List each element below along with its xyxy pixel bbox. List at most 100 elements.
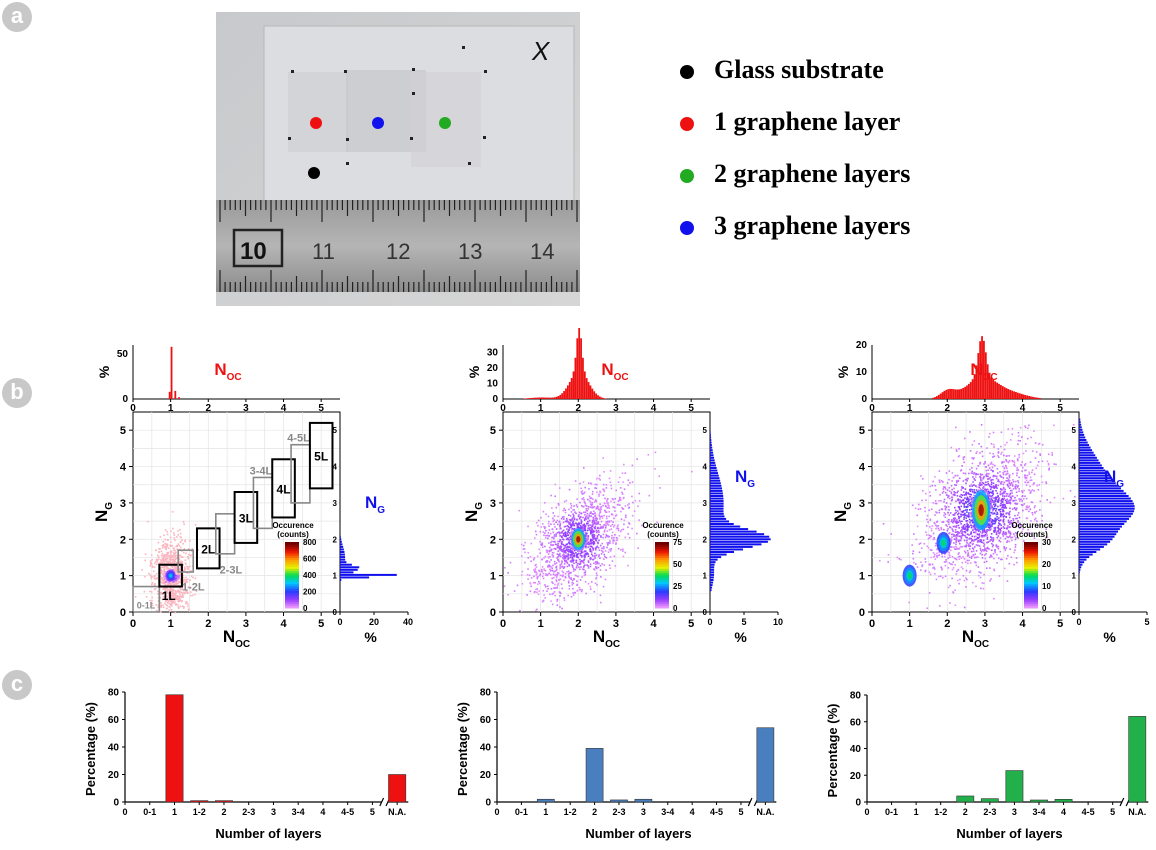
density-point: [170, 556, 172, 559]
marginal-right-y-tick-label: 4: [333, 463, 338, 472]
density-point: [973, 472, 976, 474]
density-point: [539, 530, 542, 533]
density-point: [966, 525, 969, 527]
density-point: [154, 584, 156, 587]
density-point: [613, 517, 615, 520]
density-point: [592, 558, 595, 561]
density-point: [954, 475, 956, 477]
density-point: [165, 587, 167, 589]
density-point: [157, 556, 160, 558]
density-point: [169, 598, 172, 601]
density-point: [607, 544, 609, 546]
density-point: [160, 560, 163, 562]
density-point: [572, 513, 574, 515]
density-point: [612, 526, 615, 528]
density-point: [948, 514, 951, 516]
colorbar-swatch: [655, 579, 669, 583]
density-point: [567, 521, 570, 523]
density-point: [588, 527, 591, 529]
density-point: [584, 526, 586, 529]
density-point: [526, 573, 529, 576]
density-point: [184, 540, 187, 543]
density-point: [954, 589, 956, 592]
marginal-top-bar: [540, 397, 543, 399]
marginal-right-bar: [710, 461, 716, 464]
density-point: [553, 571, 555, 573]
density-point: [169, 588, 172, 590]
density-point: [1015, 532, 1018, 535]
density-point: [955, 480, 958, 482]
density-point: [559, 595, 561, 597]
marginal-right-bar: [710, 489, 723, 492]
density-point: [1008, 487, 1011, 489]
density-point: [594, 527, 596, 530]
panel-badge-b: b: [2, 378, 32, 408]
density-point: [1026, 506, 1029, 509]
density-point: [598, 477, 600, 480]
density-point: [520, 543, 523, 546]
density-point: [999, 471, 1001, 473]
density-point: [601, 527, 603, 529]
density-point: [956, 522, 958, 525]
density-point: [566, 547, 568, 549]
density-point: [580, 552, 582, 555]
density-point: [589, 531, 592, 533]
density-point: [980, 587, 982, 590]
density-point: [965, 498, 968, 500]
dot-glass: [308, 167, 320, 179]
density-point: [151, 599, 153, 602]
density-point: [580, 550, 582, 552]
density-point: [973, 440, 976, 442]
density-point: [1007, 536, 1010, 539]
density-point: [1030, 520, 1032, 522]
marginal-top-bar: [174, 390, 177, 399]
density-point: [1003, 467, 1006, 470]
density-point: [177, 600, 180, 602]
density-point: [606, 520, 609, 523]
density-point: [608, 535, 610, 538]
density-point: [182, 542, 184, 545]
density-point: [963, 494, 966, 496]
density-point: [1029, 532, 1032, 535]
density-point: [175, 595, 178, 597]
density-point: [991, 542, 993, 545]
density-point: [1029, 491, 1032, 494]
density-point: [564, 550, 566, 553]
density-point: [977, 574, 980, 577]
density-point: [519, 609, 521, 612]
density-point: [583, 556, 586, 559]
density-point: [174, 611, 177, 614]
density-point: [1003, 454, 1005, 457]
marginal-top-bar: [600, 397, 603, 399]
density-point: [535, 521, 538, 524]
density-point: [603, 564, 606, 566]
density-point: [595, 539, 598, 542]
marginal-top-x-tick-label: 1: [538, 403, 544, 414]
density-point: [999, 531, 1001, 534]
density-point: [619, 530, 622, 533]
density-point: [633, 510, 636, 512]
density-point: [161, 598, 164, 601]
density-point: [973, 531, 975, 534]
density-point: [627, 533, 629, 535]
density-point: [606, 530, 609, 532]
density-point: [172, 552, 175, 554]
density-point: [1001, 558, 1003, 561]
density-point: [173, 556, 175, 559]
density-point: [584, 573, 587, 576]
density-point: [992, 492, 994, 495]
marginal-right-bar: [710, 484, 722, 487]
density-point: [580, 519, 583, 521]
density-point: [573, 554, 576, 556]
density-point: [172, 580, 175, 583]
density-point: [957, 556, 960, 558]
density-point: [560, 565, 563, 568]
density-point: [177, 534, 179, 536]
density-point: [634, 499, 637, 502]
density-point: [956, 548, 958, 550]
density-point: [1015, 485, 1018, 487]
density-point: [567, 554, 570, 557]
density-point: [944, 507, 947, 510]
density-point: [997, 524, 1000, 527]
density-point: [1002, 473, 1005, 476]
